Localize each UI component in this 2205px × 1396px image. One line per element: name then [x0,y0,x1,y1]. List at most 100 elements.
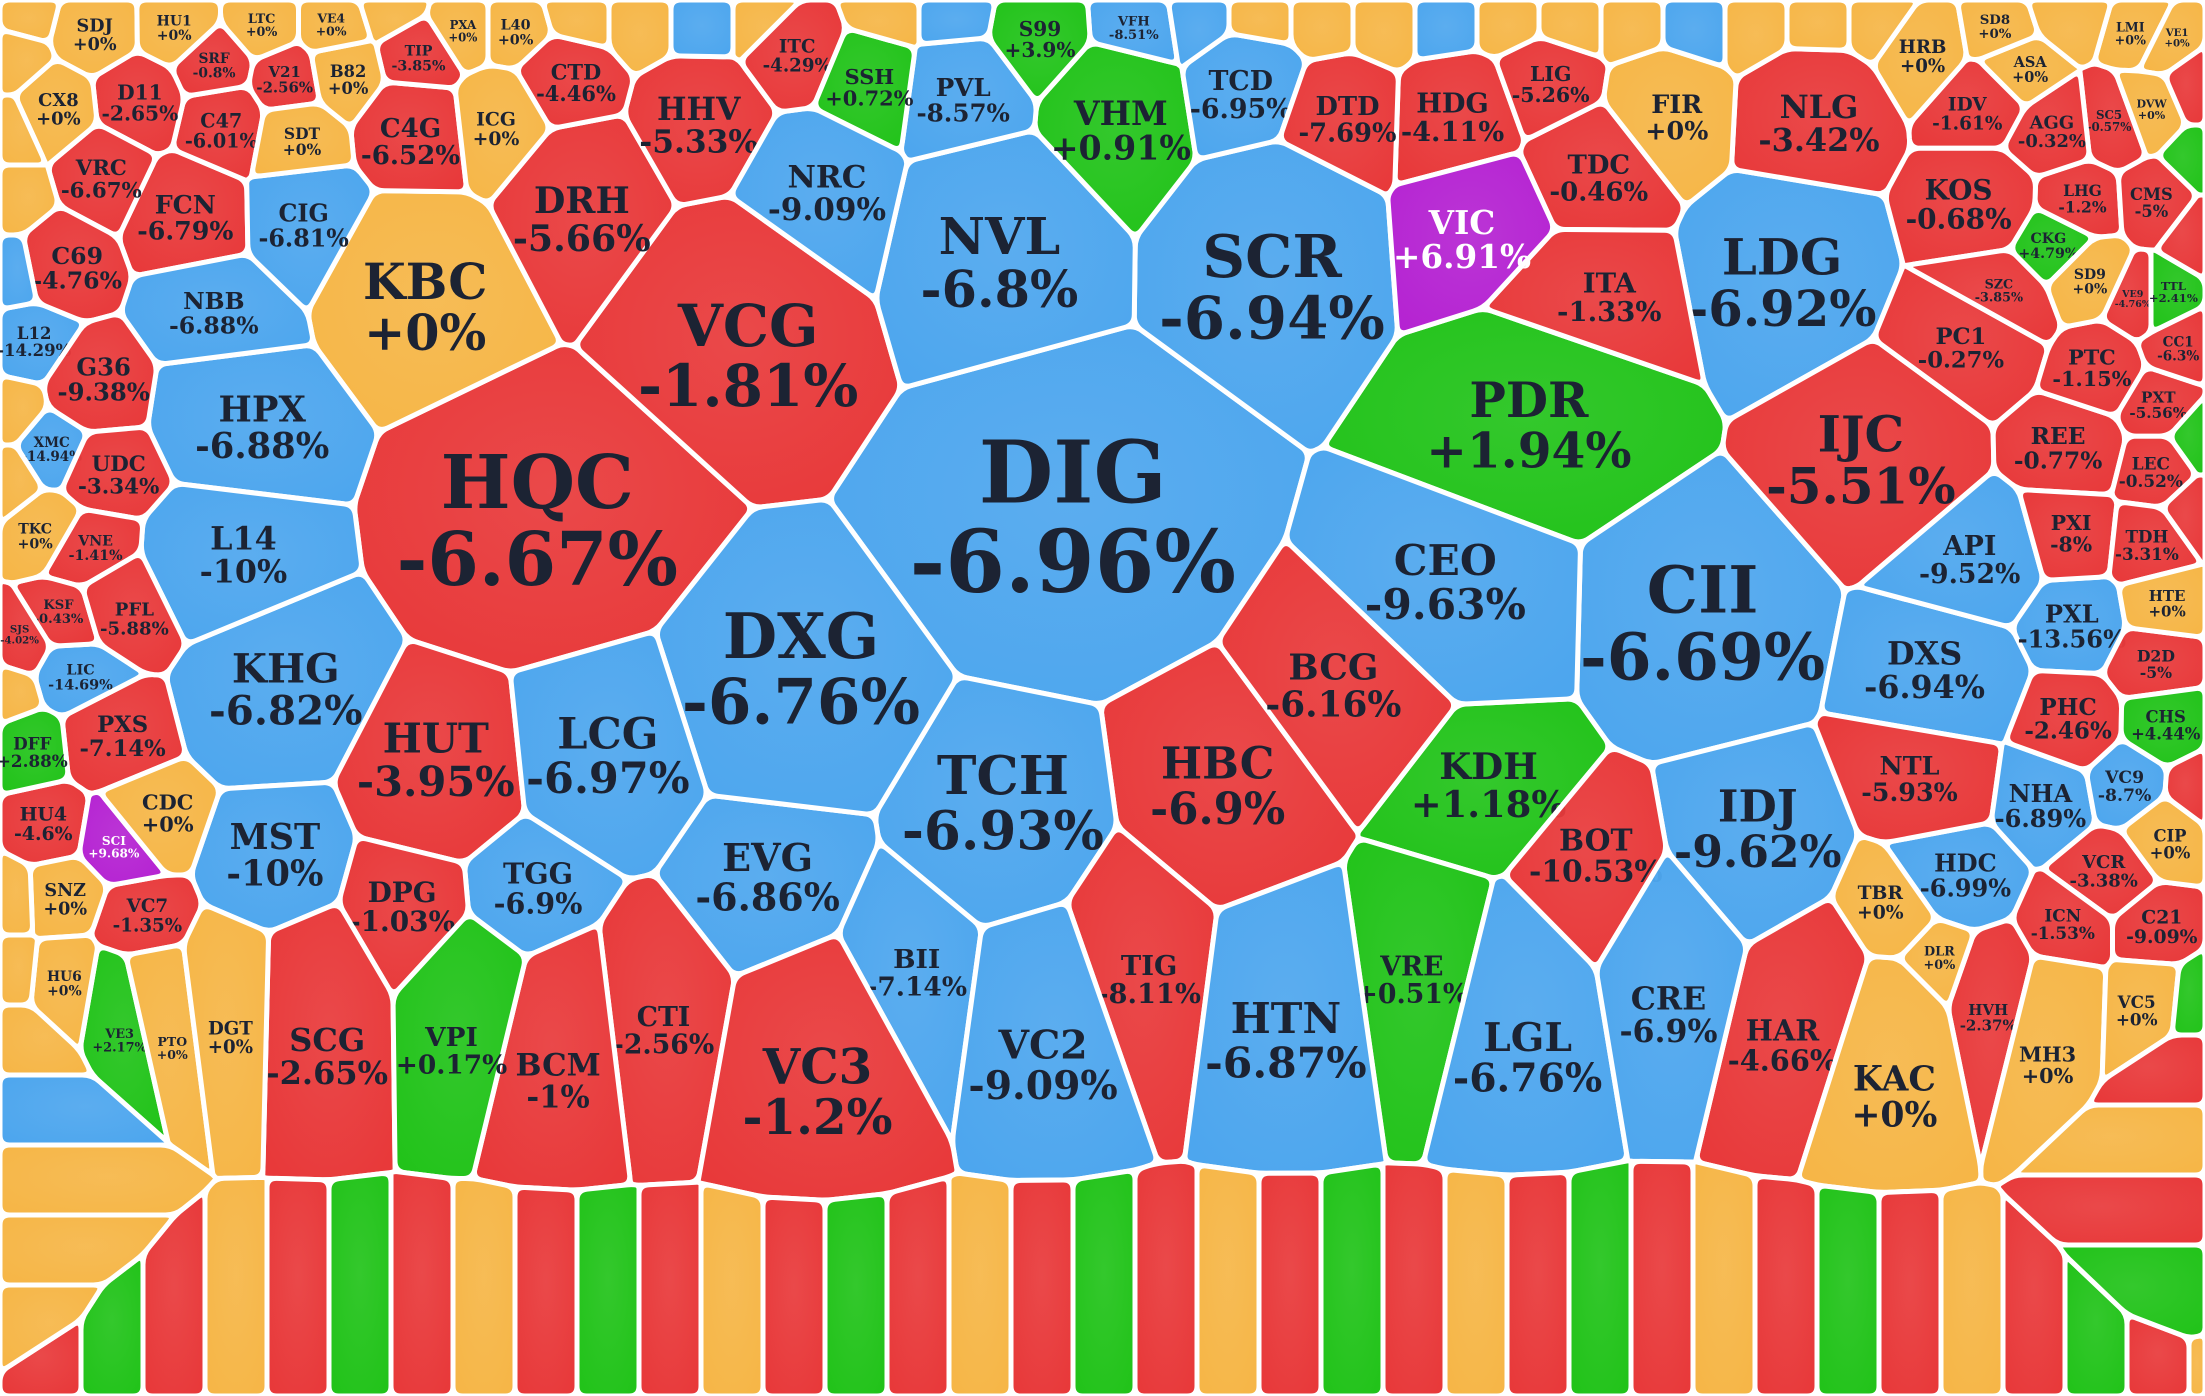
stock-cell-vc7[interactable]: VC7-1.35% [89,872,204,957]
change-label: -3.95% [357,757,515,806]
ticker-label: PXL [2045,599,2099,628]
stock-cell-cdc[interactable]: CDC+0% [100,755,221,878]
stock-cell-kos[interactable]: KOS-0.68% [1883,145,2038,269]
stock-cell-bot[interactable]: BOT-10.53% [1504,746,1669,968]
stock-cell-kac[interactable]: KAC+0% [1797,954,1984,1195]
stock-cell-lcg[interactable]: LCG-6.97% [508,630,709,881]
stock-cell-api[interactable]: API-9.52% [1859,470,2045,629]
change-label: -7.14% [79,736,165,762]
stock-cell-hqc[interactable]: HQC-6.67% [352,342,753,674]
filler-cell [1350,0,1418,73]
stock-tile-sd9 [2046,233,2135,329]
stock-cell-dig[interactable]: DIG-6.96% [829,324,1310,706]
stock-cell-d2d[interactable]: D2D-5% [2102,626,2205,700]
stock-cell-pfl[interactable]: PFL-5.88% [81,553,187,678]
stock-cell-tch[interactable]: TCH-6.93% [873,675,1119,928]
change-label: -4.11% [1401,116,1505,148]
stock-cell-dff[interactable]: DFF+2.88% [0,706,71,796]
stock-cell-pxi[interactable]: PXI-8% [2018,487,2120,583]
stock-cell-dpg[interactable]: DPG-1.03% [337,836,471,995]
stock-cell-pvl[interactable]: PVL-8.57% [899,36,1039,163]
stock-cell-dgt[interactable]: DGT+0% [181,904,271,1181]
stock-cell-ctd[interactable]: CTD-4.46% [515,33,635,130]
stock-cell-l12[interactable]: L12-14.29% [0,301,84,386]
stock-cell-khg[interactable]: KHG-6.82% [164,571,408,791]
filler-cell [1226,0,1294,46]
stock-cell-ckg[interactable]: CKG+4.79% [2010,207,2094,285]
stock-cell-mst[interactable]: MST-10% [190,780,358,933]
stock-cell-lec[interactable]: LEC-0.52% [2109,433,2196,509]
stock-cell-cti[interactable]: CTI-2.56% [597,872,736,1188]
ticker-label: API [1942,531,1996,562]
stock-cell-har[interactable]: HAR-4.66% [1694,898,1870,1182]
stock-cell-vic[interactable]: VIC+6.91% [1385,151,1556,336]
stock-cell-kdh[interactable]: KDH+1.18% [1355,696,1611,881]
stock-cell-d11[interactable]: D11-2.65% [90,50,186,157]
ticker-label: VC9 [2104,768,2144,788]
ticker-label: BII [893,944,940,975]
filler-cell [1846,0,1918,65]
stock-cell-phc[interactable]: PHC-2.46% [2005,668,2125,772]
change-label: +0% [246,24,278,39]
change-label: +0% [47,984,82,1000]
filler-tile [574,1182,642,1396]
ticker-label: TDC [1568,151,1631,181]
ticker-label: LTC [248,11,275,26]
stock-cell-hdg[interactable]: HDG-4.11% [1392,49,1526,186]
stock-cell-vc5[interactable]: VC5+0% [2099,957,2181,1080]
stock-cell-c47[interactable]: C47-6.01% [171,84,266,183]
change-label: -6.93% [902,799,1104,862]
ticker-label: HUT [383,714,489,763]
stock-cell-snz[interactable]: SNZ+0% [28,854,109,941]
stock-cell-vfh[interactable]: VFH-8.51% [1085,0,1180,65]
stock-cell-nha[interactable]: NHA-6.89% [1989,739,2097,872]
stock-cell-bcg[interactable]: BCG-6.16% [1217,541,1457,832]
stock-cell-g36[interactable]: G36-9.38% [42,312,159,434]
stock-cell-sdt[interactable]: SDT+0% [250,101,356,179]
stock-cell-bcm[interactable]: BCM-1% [472,924,633,1193]
stock-cell-pxa[interactable]: PXA+0% [425,0,491,75]
stock-cell-ltc[interactable]: LTC+0% [218,0,301,61]
stock-cell-nlg[interactable]: NLG-3.42% [1729,46,1913,197]
change-label: +6.91% [1393,237,1531,276]
filler-tile [0,232,38,311]
filler-cell [1752,1174,1820,1396]
stock-cell-dxs[interactable]: DXS-6.94% [1819,584,2034,747]
stock-cell-sd9[interactable]: SD9+0% [2046,233,2135,329]
ticker-label: SRF [198,51,229,67]
stock-cell-tbr[interactable]: TBR+0% [1830,835,1936,961]
stock-cell-ssh[interactable]: SSH+0.72% [813,27,917,151]
stock-cell-s99[interactable]: S99+3.9% [987,0,1093,102]
stock-cell-bii[interactable]: BII-7.14% [837,843,984,1140]
stock-cell-ita[interactable]: ITA-1.33% [1484,226,1706,385]
stock-cell-l40[interactable]: L40+0% [485,0,553,71]
stock-cell-ree[interactable]: REE-0.77% [1990,389,2128,497]
stock-cell-dxg[interactable]: DXG-6.76% [654,497,958,817]
stock-cell-hu1[interactable]: HU1+0% [134,0,223,68]
change-label: +0% [36,109,80,130]
filler-cell [264,1175,332,1396]
stock-cell-htn[interactable]: HTN-6.87% [1182,861,1389,1176]
stock-cell-lgl[interactable]: LGL-6.76% [1422,873,1629,1178]
stock-cell-dlr[interactable]: DLR+0% [1899,918,1975,1006]
stock-cell-hhv[interactable]: HHV-5.33% [623,53,778,208]
stock-cell-nvl[interactable]: NVL-6.8% [874,129,1138,389]
stock-cell-tkc[interactable]: TKC+0% [0,487,82,586]
ticker-label: LEC [2132,454,2170,474]
stock-cell-hu4[interactable]: HU4-4.6% [0,778,91,867]
stock-cell-tcd[interactable]: TCD-6.95% [1180,32,1307,161]
stock-cell-dvw[interactable]: DVW+0% [2114,67,2187,159]
stock-cell-ceo[interactable]: CEO-9.63% [1284,445,1583,707]
stock-cell-vcg[interactable]: VCG-1.81% [575,194,903,510]
stock-cell-sci[interactable]: SCI+9.68% [77,790,166,887]
stock-cell-icg[interactable]: ICG+0% [453,63,551,204]
change-label: -6.79% [137,216,233,246]
stock-cell-ptc[interactable]: PTC-1.15% [2035,318,2147,417]
stock-cell-nrc[interactable]: NRC-9.09% [730,106,910,299]
stock-cell-cii[interactable]: CII-6.69% [1574,450,1847,765]
stock-cell-ve4[interactable]: VE4+0% [296,0,372,54]
stock-cell-chs[interactable]: CHS+4.44% [2118,685,2205,768]
stock-cell-ntl[interactable]: NTL-5.93% [1812,711,2004,845]
stock-cell-vc3[interactable]: VC3-1.2% [695,934,960,1203]
stock-cell-sd8[interactable]: SD8+0% [1956,0,2040,62]
